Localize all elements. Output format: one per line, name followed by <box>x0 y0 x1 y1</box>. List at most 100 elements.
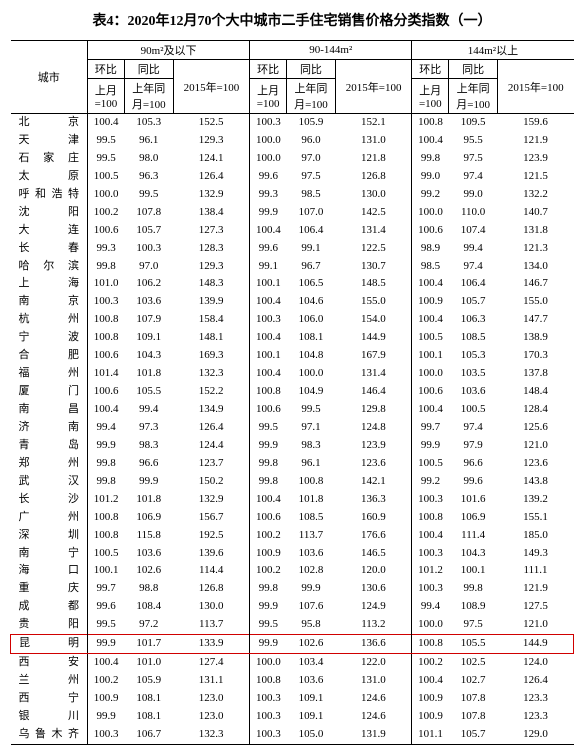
value-cell: 126.4 <box>498 672 574 690</box>
city-name: 郑 州 <box>11 455 88 473</box>
value-cell: 100.0 <box>250 150 287 168</box>
value-cell: 101.1 <box>412 726 449 744</box>
value-cell: 111.1 <box>498 562 574 580</box>
value-cell: 155.0 <box>498 293 574 311</box>
value-cell: 99.5 <box>287 401 336 419</box>
value-cell: 107.8 <box>124 204 173 222</box>
value-cell: 100.6 <box>250 509 287 527</box>
value-cell: 144.9 <box>335 329 412 347</box>
value-cell: 99.6 <box>88 598 125 616</box>
value-cell: 100.6 <box>412 222 449 240</box>
value-cell: 106.7 <box>124 726 173 744</box>
prev: 上月=100 <box>412 79 449 114</box>
value-cell: 185.0 <box>498 527 574 545</box>
value-cell: 99.5 <box>88 150 125 168</box>
value-cell: 105.5 <box>449 635 498 654</box>
city-name: 太 原 <box>11 168 88 186</box>
value-cell: 97.5 <box>449 616 498 634</box>
value-cell: 192.5 <box>173 527 250 545</box>
value-cell: 113.7 <box>173 616 250 634</box>
value-cell: 148.5 <box>335 275 412 293</box>
city-name: 厦 门 <box>11 383 88 401</box>
table-row: 太 原100.596.3126.499.697.5126.899.097.412… <box>11 168 574 186</box>
value-cell: 97.5 <box>449 150 498 168</box>
table-row: 上 海101.0106.2148.3100.1106.5148.5100.410… <box>11 275 574 293</box>
table-row: 南 昌100.499.4134.9100.699.5129.8100.4100.… <box>11 401 574 419</box>
value-cell: 113.7 <box>287 527 336 545</box>
value-cell: 99.8 <box>88 455 125 473</box>
hb: 环比 <box>250 60 287 79</box>
value-cell: 100.2 <box>250 562 287 580</box>
value-cell: 127.3 <box>173 222 250 240</box>
value-cell: 107.9 <box>124 311 173 329</box>
value-cell: 100.0 <box>412 616 449 634</box>
value-cell: 103.6 <box>287 672 336 690</box>
value-cell: 148.1 <box>173 329 250 347</box>
value-cell: 105.3 <box>449 347 498 365</box>
value-cell: 105.5 <box>124 383 173 401</box>
value-cell: 99.8 <box>250 473 287 491</box>
value-cell: 149.3 <box>498 545 574 563</box>
value-cell: 99.9 <box>88 708 125 726</box>
value-cell: 124.1 <box>173 150 250 168</box>
value-cell: 104.3 <box>449 545 498 563</box>
value-cell: 143.8 <box>498 473 574 491</box>
value-cell: 99.4 <box>124 401 173 419</box>
value-cell: 113.2 <box>335 616 412 634</box>
value-cell: 146.7 <box>498 275 574 293</box>
value-cell: 105.0 <box>287 726 336 744</box>
city-name: 北 京 <box>11 114 88 132</box>
value-cell: 100.1 <box>449 562 498 580</box>
value-cell: 97.4 <box>449 258 498 276</box>
city-name: 哈 尔 滨 <box>11 258 88 276</box>
value-cell: 100.4 <box>250 293 287 311</box>
value-cell: 176.6 <box>335 527 412 545</box>
prev: 上月=100 <box>250 79 287 114</box>
value-cell: 123.9 <box>335 437 412 455</box>
value-cell: 100.2 <box>88 204 125 222</box>
value-cell: 98.8 <box>124 580 173 598</box>
value-cell: 99.4 <box>412 598 449 616</box>
value-cell: 147.7 <box>498 311 574 329</box>
value-cell: 134.9 <box>173 401 250 419</box>
value-cell: 100.0 <box>412 365 449 383</box>
value-cell: 139.2 <box>498 491 574 509</box>
value-cell: 101.7 <box>124 635 173 654</box>
value-cell: 99.8 <box>250 580 287 598</box>
value-cell: 95.5 <box>449 132 498 150</box>
city-name: 南 京 <box>11 293 88 311</box>
value-cell: 102.6 <box>287 635 336 654</box>
table-row: 海 口100.1102.6114.4100.2102.8120.0101.210… <box>11 562 574 580</box>
value-cell: 100.6 <box>250 401 287 419</box>
tb: 同比 <box>449 60 498 79</box>
value-cell: 155.1 <box>498 509 574 527</box>
value-cell: 106.9 <box>124 509 173 527</box>
value-cell: 103.6 <box>287 545 336 563</box>
value-cell: 100.6 <box>412 383 449 401</box>
value-cell: 107.8 <box>449 690 498 708</box>
table-row: 宁 波100.8109.1148.1100.4108.1144.9100.510… <box>11 329 574 347</box>
table-row: 沈 阳100.2107.8138.499.9107.0142.5100.0110… <box>11 204 574 222</box>
value-cell: 109.1 <box>287 690 336 708</box>
city-name: 长 春 <box>11 240 88 258</box>
value-cell: 100.0 <box>88 186 125 204</box>
city-name: 成 都 <box>11 598 88 616</box>
value-cell: 99.7 <box>88 580 125 598</box>
table-row: 昆 明99.9101.7133.999.9102.6136.6100.8105.… <box>11 635 574 654</box>
value-cell: 100.3 <box>250 708 287 726</box>
value-cell: 100.9 <box>250 545 287 563</box>
value-cell: 167.9 <box>335 347 412 365</box>
city-name: 重 庆 <box>11 580 88 598</box>
value-cell: 132.9 <box>173 491 250 509</box>
city-name: 济 南 <box>11 419 88 437</box>
value-cell: 101.6 <box>449 491 498 509</box>
table-row: 青 岛99.998.3124.499.998.3123.999.997.9121… <box>11 437 574 455</box>
value-cell: 99.8 <box>449 580 498 598</box>
value-cell: 107.6 <box>287 598 336 616</box>
yoy: 上年同月=100 <box>287 79 336 114</box>
value-cell: 139.6 <box>173 545 250 563</box>
value-cell: 100.9 <box>412 708 449 726</box>
value-cell: 132.3 <box>173 365 250 383</box>
value-cell: 127.5 <box>498 598 574 616</box>
value-cell: 139.9 <box>173 293 250 311</box>
